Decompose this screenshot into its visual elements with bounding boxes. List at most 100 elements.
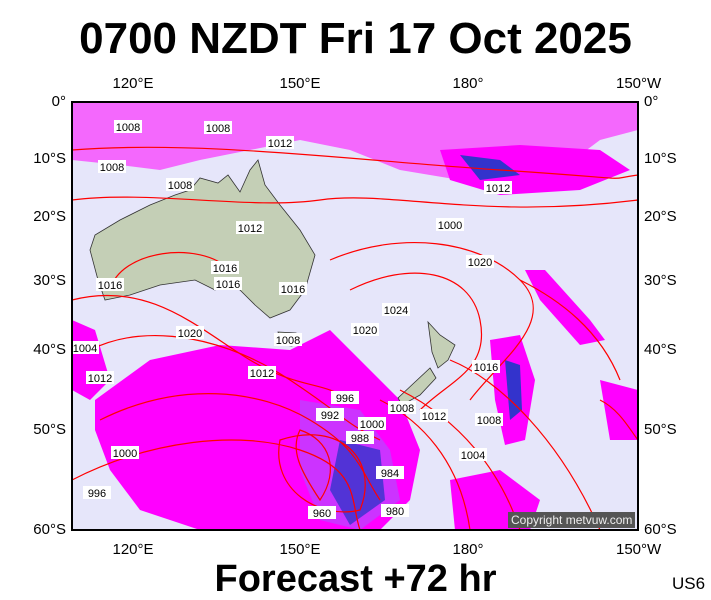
isobar-label: 1012 — [236, 221, 264, 235]
svg-text:988: 988 — [351, 433, 369, 445]
svg-text:996: 996 — [88, 488, 106, 500]
svg-text:1016: 1016 — [474, 362, 498, 374]
isobar-label: 1004 — [71, 341, 99, 355]
forecast-label: Forecast +72 hr — [214, 558, 497, 600]
svg-text:960: 960 — [313, 508, 331, 520]
svg-text:992: 992 — [321, 410, 339, 422]
svg-text:1004: 1004 — [461, 450, 485, 462]
isobar-label: 1012 — [266, 136, 294, 150]
svg-text:1000: 1000 — [113, 448, 137, 460]
lon-tick-label: 180° — [452, 75, 484, 92]
lat-tick-label: 40°S — [33, 341, 66, 358]
svg-text:1012: 1012 — [238, 223, 262, 235]
isobar-line — [329, 241, 534, 401]
svg-text:1016: 1016 — [281, 284, 305, 296]
isobar-label: 1016 — [214, 277, 242, 291]
isobar-label: 1008 — [166, 178, 194, 192]
isobar-label: 980 — [381, 504, 409, 518]
svg-text:1024: 1024 — [384, 305, 408, 317]
isobar-label: 1020 — [351, 323, 379, 337]
svg-text:1020: 1020 — [178, 328, 202, 340]
isobar-label: 960 — [308, 506, 336, 520]
isobar-label: 1012 — [248, 366, 276, 380]
lon-tick-label: 150°E — [279, 541, 321, 558]
svg-text:1008: 1008 — [276, 335, 300, 347]
isobar-label: 1008 — [98, 160, 126, 174]
isobar-label: 984 — [376, 466, 404, 480]
lon-tick-label: 180° — [452, 541, 484, 558]
nz-north-island — [427, 320, 456, 369]
isobar-line — [99, 393, 381, 501]
svg-text:1008: 1008 — [390, 403, 414, 415]
svg-text:1016: 1016 — [216, 279, 240, 291]
isobar-label: 1016 — [96, 278, 124, 292]
svg-text:1016: 1016 — [98, 280, 122, 292]
lat-tick-label: 10°S — [644, 150, 677, 167]
svg-text:1012: 1012 — [486, 183, 510, 195]
lat-tick-label: 10°S — [33, 150, 66, 167]
isobar-label: 1004 — [459, 448, 487, 462]
isobar-label: 1000 — [436, 218, 464, 232]
lat-tick-label: 30°S — [33, 272, 66, 289]
svg-text:1000: 1000 — [360, 419, 384, 431]
isobar-label: 1020 — [466, 255, 494, 269]
isobar-line — [519, 279, 621, 381]
isobar-label: 1012 — [484, 181, 512, 195]
map-title: 0700 NZDT Fri 17 Oct 2025 — [79, 14, 632, 63]
isobar-label: 1008 — [388, 401, 416, 415]
svg-text:1016: 1016 — [213, 263, 237, 275]
svg-text:1008: 1008 — [168, 180, 192, 192]
svg-text:1000: 1000 — [438, 220, 462, 232]
svg-text:984: 984 — [381, 468, 399, 480]
svg-text:1004: 1004 — [73, 343, 97, 355]
isobar-label: 996 — [331, 391, 359, 405]
land — [89, 159, 456, 406]
isobar-label: 1020 — [176, 326, 204, 340]
isobar-label: 1024 — [382, 303, 410, 317]
isobar-line — [89, 334, 381, 441]
copyright: Copyright metvuw.com — [508, 512, 636, 528]
svg-text:980: 980 — [386, 506, 404, 518]
isobar-line — [599, 399, 639, 441]
isobar-label: 1012 — [420, 409, 448, 423]
isobar-labels: 1008 1008 1012 1008 1008 1012 1012 1016 1016 1016… — [71, 120, 512, 520]
svg-text:1008: 1008 — [116, 122, 140, 134]
lat-tick-label: 40°S — [644, 341, 677, 358]
australia — [89, 159, 316, 319]
isobar-line — [71, 196, 639, 208]
lat-tick-label: 50°S — [33, 421, 66, 438]
svg-text:1008: 1008 — [206, 123, 230, 135]
isobar-line — [71, 146, 639, 179]
lon-tick-label: 120°E — [112, 541, 154, 558]
isobar-line — [295, 429, 331, 502]
isobar-line — [349, 272, 483, 411]
svg-text:996: 996 — [336, 393, 354, 405]
svg-text:1020: 1020 — [468, 257, 492, 269]
lon-tick-label: 150°W — [616, 75, 662, 92]
isobar-label: 1008 — [274, 333, 302, 347]
lat-tick-label: 60°S — [644, 521, 677, 538]
isobar-label: 1008 — [204, 121, 232, 135]
svg-text:1020: 1020 — [353, 325, 377, 337]
lon-tick-label: 150°E — [279, 75, 321, 92]
svg-text:1012: 1012 — [88, 373, 112, 385]
isobar-label: 1000 — [111, 446, 139, 460]
lon-tick-label: 150°W — [616, 541, 662, 558]
isobar-label: 1000 — [358, 417, 386, 431]
lat-tick-label: 20°S — [644, 208, 677, 225]
isobar-label: 996 — [83, 486, 111, 500]
lat-tick-label: 20°S — [33, 208, 66, 225]
lat-tick-label: 0° — [644, 93, 659, 110]
isobar-label: 1016 — [279, 282, 307, 296]
isobar-line — [449, 359, 601, 531]
isobar-label: 1016 — [472, 360, 500, 374]
isobar-label: 1008 — [475, 413, 503, 427]
svg-text:1012: 1012 — [268, 138, 292, 150]
isobar-line — [278, 434, 366, 513]
svg-text:1008: 1008 — [477, 415, 501, 427]
isobar-label: 1016 — [211, 261, 239, 275]
svg-text:1012: 1012 — [422, 411, 446, 423]
lat-tick-label: 50°S — [644, 421, 677, 438]
isobar-label: 992 — [316, 408, 344, 422]
